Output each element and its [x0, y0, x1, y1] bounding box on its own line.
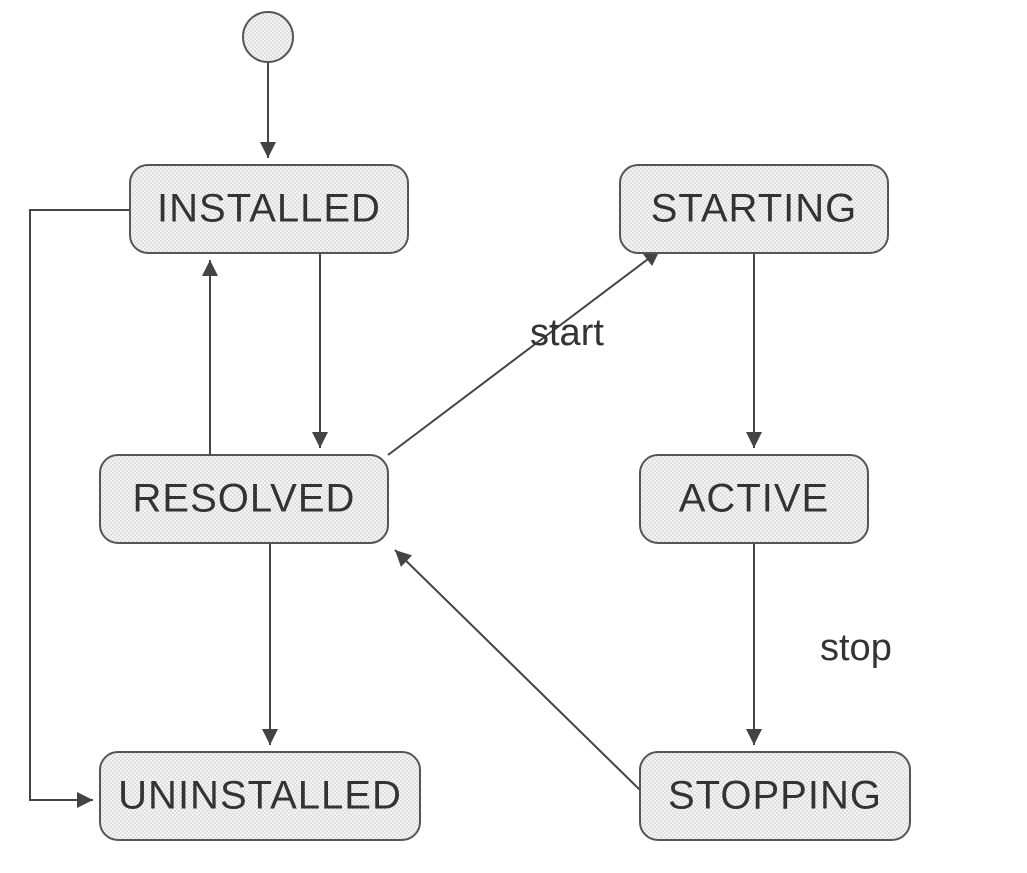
edge-label-stop: stop: [820, 627, 892, 669]
edge-label-start: start: [530, 312, 604, 354]
arrowhead-icon: [746, 729, 762, 745]
state-label-uninstalled: UNINSTALLED: [118, 774, 402, 818]
edge-resolved-to-starting: [388, 250, 660, 455]
arrowhead-icon: [312, 432, 328, 448]
arrowhead-icon: [262, 729, 278, 745]
arrowhead-icon: [260, 142, 276, 158]
arrowhead-icon: [77, 792, 93, 808]
state-label-active: ACTIVE: [679, 477, 829, 521]
state-label-resolved: RESOLVED: [133, 477, 356, 521]
start-state-icon: [243, 12, 293, 62]
state-label-stopping: STOPPING: [668, 774, 882, 818]
state-label-starting: STARTING: [651, 187, 858, 231]
arrowhead-icon: [202, 260, 218, 276]
arrowhead-icon: [746, 432, 762, 448]
edge-stopping-to-resolved: [395, 550, 640, 790]
state-diagram: INSTALLED STARTING RESOLVED ACTIVE UNINSTALL…: [0, 0, 1027, 873]
state-label-installed: INSTALLED: [157, 187, 381, 231]
